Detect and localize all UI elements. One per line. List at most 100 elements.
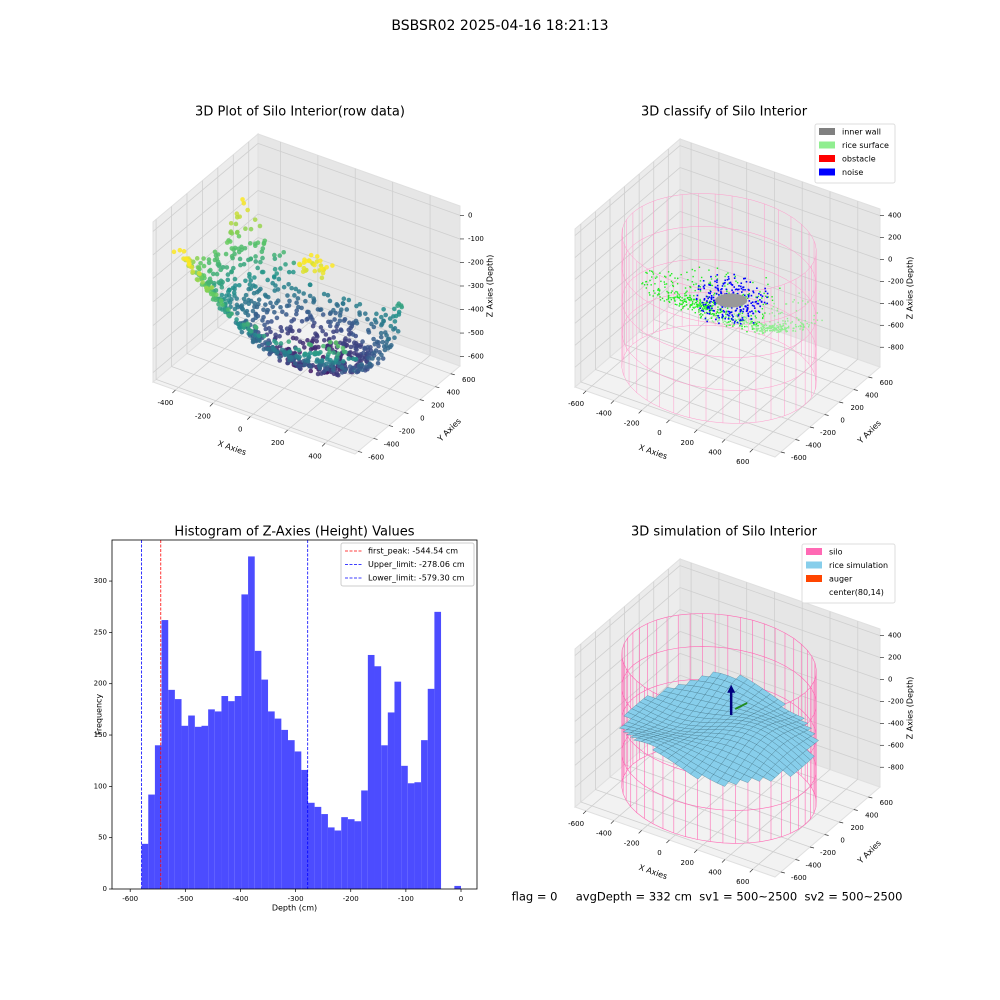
point-cloud	[335, 343, 341, 349]
point-cloud	[736, 281, 739, 284]
y-tick-label: 150	[94, 731, 107, 739]
point-cloud	[771, 330, 773, 332]
point-cloud	[701, 301, 704, 304]
point-cloud	[296, 289, 302, 294]
grid-line	[679, 652, 881, 724]
grid-line	[574, 255, 681, 346]
point-cloud	[784, 328, 787, 330]
point-cloud	[759, 305, 761, 308]
point-cloud	[663, 300, 666, 302]
point-cloud	[747, 295, 750, 298]
point-cloud	[674, 296, 676, 298]
point-cloud	[716, 311, 719, 314]
point-cloud	[277, 253, 283, 258]
point-cloud	[372, 341, 378, 347]
point-cloud	[236, 282, 242, 288]
point-cloud	[715, 318, 717, 321]
point-cloud	[739, 285, 742, 288]
point-cloud	[768, 329, 771, 332]
histogram-bar	[421, 740, 428, 889]
point-cloud	[760, 322, 763, 325]
point-cloud	[357, 301, 363, 307]
point-cloud	[781, 311, 783, 314]
legend-swatch	[806, 588, 822, 596]
point-cloud	[297, 261, 302, 267]
point-cloud	[801, 322, 803, 325]
histogram-bar	[381, 745, 388, 889]
point-cloud	[369, 321, 374, 327]
point-cloud	[743, 294, 746, 297]
point-cloud	[697, 286, 700, 288]
point-cloud	[212, 249, 218, 255]
point-cloud	[195, 265, 201, 270]
point-cloud	[774, 328, 777, 330]
point-cloud	[300, 269, 306, 274]
point-cloud	[248, 278, 254, 283]
point-cloud	[690, 304, 692, 306]
point-cloud	[656, 294, 659, 296]
point-cloud	[725, 288, 728, 291]
point-cloud	[751, 320, 753, 323]
point-cloud	[721, 288, 723, 290]
x-tick-label: -600	[568, 400, 584, 408]
point-cloud	[343, 336, 348, 341]
point-cloud	[323, 361, 329, 367]
point-cloud	[380, 339, 386, 345]
point-cloud	[709, 289, 711, 292]
point-cloud	[760, 327, 763, 329]
point-cloud	[284, 326, 290, 332]
grid-line	[669, 329, 775, 421]
point-cloud	[699, 280, 702, 282]
point-cloud	[722, 321, 724, 323]
tick-mark	[693, 849, 698, 854]
point-cloud	[816, 319, 819, 321]
grid-line	[724, 349, 831, 440]
point-cloud	[680, 309, 683, 311]
point-cloud	[742, 320, 744, 323]
legend-label: first_peak: -544.54 cm	[368, 547, 458, 556]
z-tick-label: 200	[888, 654, 901, 662]
point-cloud	[725, 310, 728, 312]
point-cloud	[774, 327, 776, 330]
point-cloud	[274, 300, 279, 306]
point-cloud	[701, 304, 703, 307]
point-cloud	[272, 252, 277, 258]
point-cloud	[391, 327, 396, 332]
point-cloud	[792, 301, 794, 303]
point-cloud	[739, 319, 741, 322]
histogram-bar	[394, 681, 402, 889]
point-cloud	[375, 360, 381, 366]
point-cloud	[273, 340, 279, 346]
point-cloud	[243, 226, 248, 232]
point-cloud	[280, 309, 285, 315]
point-cloud	[753, 305, 755, 307]
point-cloud	[667, 297, 670, 299]
point-cloud	[278, 266, 283, 271]
tick-mark	[824, 414, 829, 416]
point-cloud	[727, 272, 729, 274]
point-cloud	[346, 350, 352, 356]
point-cloud	[341, 296, 347, 302]
x-tick-label: -400	[157, 399, 173, 407]
rice-surface	[716, 778, 729, 787]
histogram-bar	[221, 696, 229, 889]
point-cloud	[710, 297, 713, 299]
histogram-bar	[188, 715, 195, 889]
point-cloud	[744, 305, 747, 307]
point-cloud	[707, 297, 709, 300]
point-cloud	[358, 344, 363, 350]
point-cloud	[767, 283, 769, 286]
point-cloud	[699, 302, 701, 304]
point-cloud	[332, 317, 337, 322]
z-tick-label: 0	[888, 675, 892, 683]
point-cloud	[756, 321, 759, 323]
x-tick-label: -100	[398, 895, 414, 903]
point-cloud	[726, 313, 729, 316]
tick-mark	[638, 410, 642, 414]
point-cloud	[224, 240, 230, 245]
point-cloud	[299, 319, 305, 324]
tick-mark	[209, 403, 214, 407]
point-cloud	[715, 312, 718, 315]
z-tick-label: 0	[468, 211, 472, 219]
point-cloud	[765, 324, 768, 327]
